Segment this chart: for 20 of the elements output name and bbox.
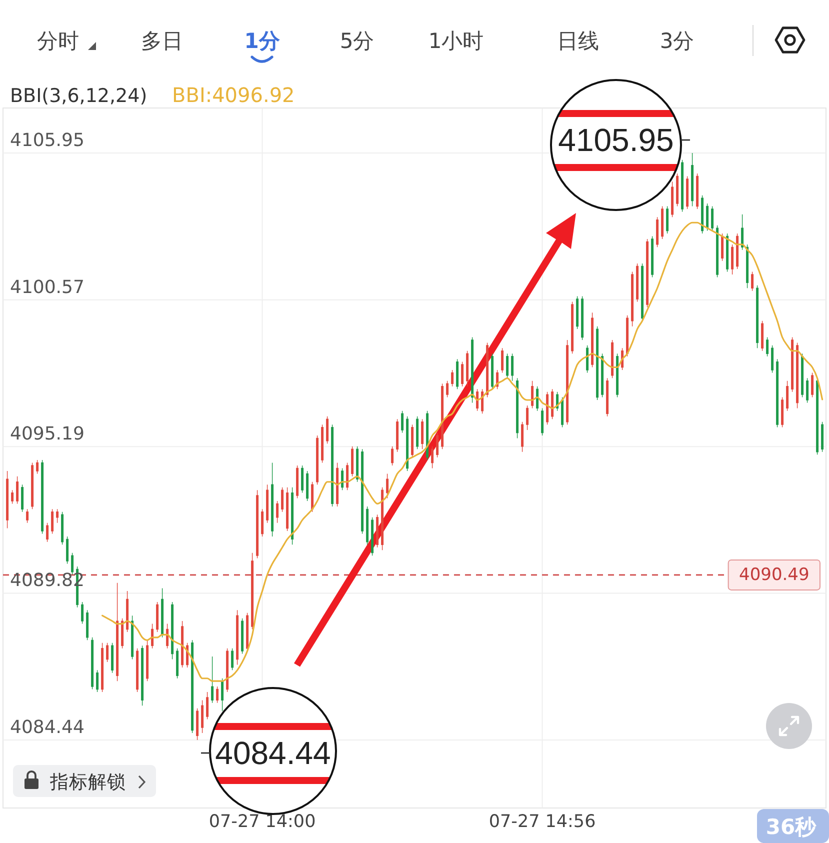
y-tick-label: 4100.57 — [10, 276, 84, 298]
annotation: 指标解锁 — [49, 772, 126, 793]
y-tick-label: 4105.95 — [10, 130, 84, 152]
chart-title: BBI(3,6,12,24) — [10, 85, 148, 107]
x-tick-label: 07-27 14:56 — [488, 812, 596, 832]
text: 1小时 — [428, 29, 484, 53]
annotation: 4090.49 — [739, 564, 810, 585]
text: 1分 — [244, 29, 281, 53]
text: 多日 — [141, 29, 183, 53]
annotation: 4105.95 — [558, 122, 674, 158]
x-tick-label: 07-27 14:00 — [208, 812, 316, 832]
text: BBI:4096.92 — [172, 83, 295, 107]
annotation: 4084.44 — [215, 735, 331, 771]
text: 36秒 — [766, 815, 818, 839]
text: 3分 — [660, 29, 694, 53]
text: 分时 — [37, 29, 79, 53]
text: 日线 — [557, 29, 599, 53]
y-tick-label: 4095.19 — [10, 424, 84, 445]
text: 5分 — [340, 29, 374, 53]
y-tick-label: 4084.44 — [10, 717, 84, 738]
